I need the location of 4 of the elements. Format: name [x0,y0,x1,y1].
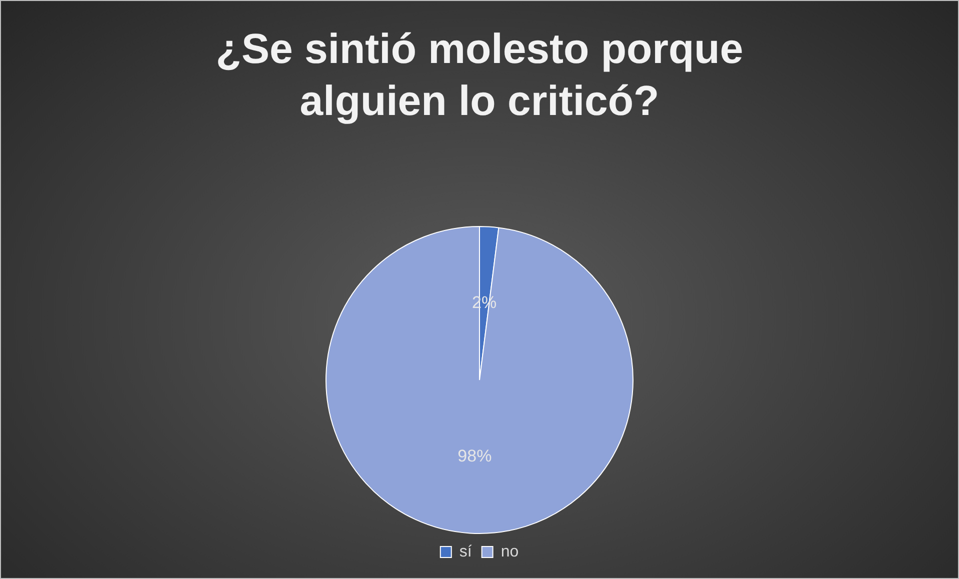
legend-label: sí [459,543,472,560]
data-label: 98% [458,446,492,466]
chart-title: ¿Se sintió molesto porque alguien lo criticó? [214,24,744,126]
legend-label: no [500,543,519,560]
